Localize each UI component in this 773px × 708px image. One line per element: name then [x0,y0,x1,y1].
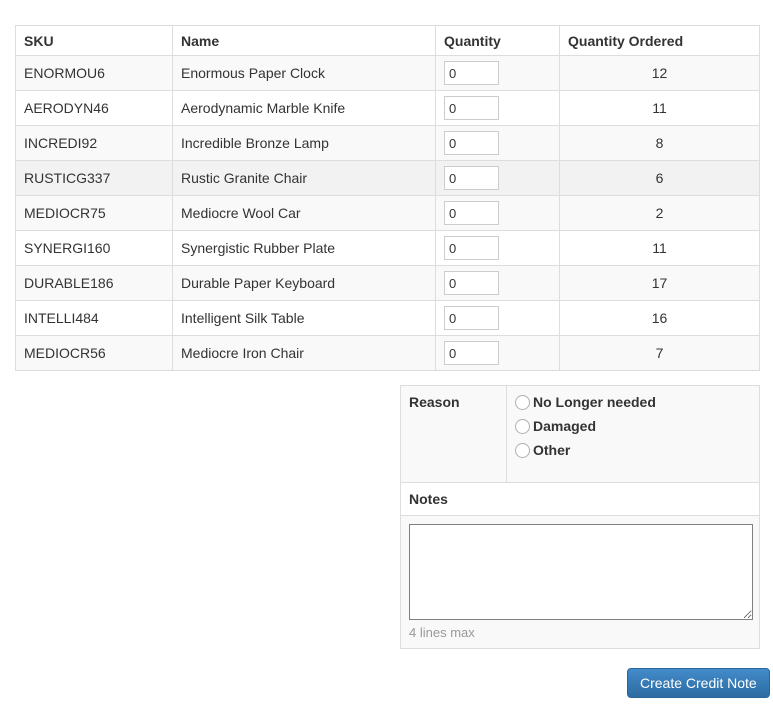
cell-quantity-ordered: 2 [559,195,760,231]
cell-name: Rustic Granite Chair [172,160,436,196]
cell-name: Aerodynamic Marble Knife [172,90,436,126]
quantity-input[interactable] [444,131,499,155]
cell-quantity [435,195,560,231]
reason-option[interactable]: Damaged [515,418,751,435]
reason-radio-group: No Longer needed Damaged Other [515,394,751,459]
quantity-input[interactable] [444,201,499,225]
reason-options-cell: No Longer needed Damaged Other [506,385,760,483]
reason-option[interactable]: Other [515,442,751,459]
cell-sku: INCREDI92 [15,125,173,161]
cell-quantity-ordered: 8 [559,125,760,161]
cell-quantity [435,90,560,126]
cell-name: Synergistic Rubber Plate [172,230,436,266]
reason-option-label: Other [533,442,571,458]
cell-name: Durable Paper Keyboard [172,265,436,301]
column-header-quantity-ordered: Quantity Ordered [559,25,760,56]
credit-note-form: Reason No Longer needed Damaged Other Note… [400,385,760,649]
cell-sku: MEDIOCR56 [15,335,173,371]
cell-sku: ENORMOU6 [15,55,173,91]
cell-quantity-ordered: 7 [559,335,760,371]
reason-label: Reason [400,385,507,483]
radio-icon[interactable] [515,419,530,434]
cell-quantity-ordered: 16 [559,300,760,336]
cell-quantity [435,125,560,161]
radio-icon[interactable] [515,443,530,458]
cell-quantity [435,160,560,196]
radio-icon[interactable] [515,395,530,410]
notes-textarea[interactable] [409,524,753,620]
cell-name: Intelligent Silk Table [172,300,436,336]
quantity-input[interactable] [444,166,499,190]
reason-row: Reason No Longer needed Damaged Other [400,385,760,483]
notes-header-row: Notes [400,482,760,516]
cell-sku: RUSTICG337 [15,160,173,196]
products-table: SKU Name Quantity Quantity Ordered ENORM… [15,25,760,371]
cell-quantity-ordered: 11 [559,230,760,266]
notes-input-row: 4 lines max [400,515,760,649]
cell-name: Mediocre Iron Chair [172,335,436,371]
quantity-input[interactable] [444,61,499,85]
quantity-input[interactable] [444,236,499,260]
cell-sku: DURABLE186 [15,265,173,301]
quantity-input[interactable] [444,271,499,295]
cell-name: Enormous Paper Clock [172,55,436,91]
cell-quantity-ordered: 11 [559,90,760,126]
cell-quantity-ordered: 6 [559,160,760,196]
quantity-input[interactable] [444,341,499,365]
cell-quantity [435,55,560,91]
quantity-input[interactable] [444,96,499,120]
cell-quantity [435,230,560,266]
cell-sku: INTELLI484 [15,300,173,336]
notes-cell: 4 lines max [400,515,760,649]
products-table-header: SKU Name Quantity Quantity Ordered [15,25,760,56]
cell-quantity [435,300,560,336]
reason-option[interactable]: No Longer needed [515,394,751,411]
column-header-name: Name [172,25,436,56]
cell-quantity-ordered: 17 [559,265,760,301]
column-header-quantity: Quantity [435,25,560,56]
quantity-input[interactable] [444,306,499,330]
cell-name: Mediocre Wool Car [172,195,436,231]
cell-name: Incredible Bronze Lamp [172,125,436,161]
cell-sku: AERODYN46 [15,90,173,126]
column-header-sku: SKU [15,25,173,56]
cell-quantity [435,265,560,301]
cell-quantity-ordered: 12 [559,55,760,91]
cell-sku: SYNERGI160 [15,230,173,266]
notes-hint: 4 lines max [409,625,475,640]
reason-option-label: No Longer needed [533,394,656,410]
cell-sku: MEDIOCR75 [15,195,173,231]
notes-label: Notes [400,482,760,516]
reason-option-label: Damaged [533,418,597,434]
create-credit-note-button[interactable]: Create Credit Note [627,668,770,698]
cell-quantity [435,335,560,371]
